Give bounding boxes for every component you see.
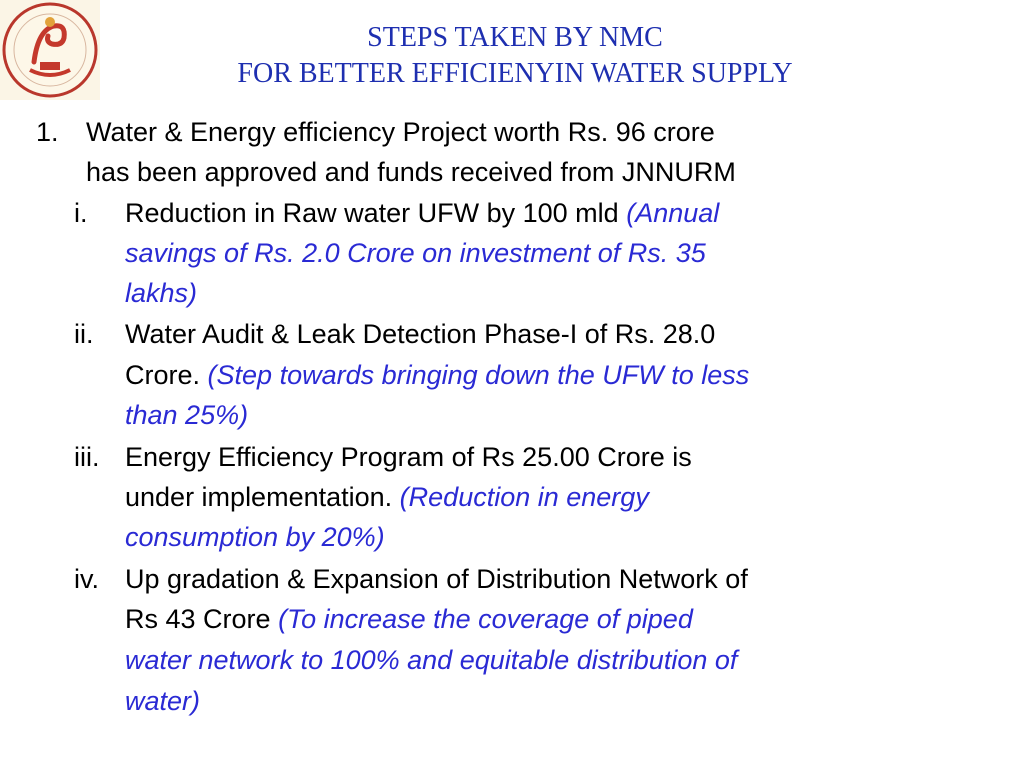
sub-item-main: Reduction in Raw water UFW by 100 mld: [125, 198, 619, 228]
sub-item-main: under implementation.: [125, 482, 393, 512]
item-line: Water & Energy efficiency Project worth …: [86, 117, 715, 147]
sub-item-main: Energy Efficiency Program of Rs 25.00 Cr…: [125, 442, 692, 472]
sub-item-number: iv.: [74, 564, 99, 594]
sub-item-number: iii.: [74, 442, 100, 472]
sub-item-line: under implementation. (Reduction in ener…: [125, 477, 649, 517]
sub-item-main: Up gradation & Expansion of Distribution…: [125, 564, 748, 594]
slide-title-line1: STEPS TAKEN BY NMC: [367, 22, 663, 53]
nmc-emblem-logo: [0, 0, 100, 100]
sub-item-note: water network to 100% and equitable dist…: [125, 645, 738, 675]
sub-item-note: (To increase the coverage of piped: [278, 604, 693, 634]
sub-item-note: (Reduction in energy: [399, 482, 649, 512]
item-number: 1.: [36, 117, 59, 147]
sub-item-number: ii.: [74, 319, 94, 349]
item-line: has been approved and funds received fro…: [86, 157, 736, 187]
sub-item-main: Crore.: [125, 360, 201, 390]
sub-item-note: (Step towards bringing down the UFW to l…: [207, 360, 750, 390]
sub-item-note: consumption by 20%): [125, 522, 385, 552]
sub-item-note: water): [125, 686, 201, 716]
sub-item-note: savings of Rs. 2.0 Crore on investment o…: [125, 238, 706, 268]
sub-item-main: Rs 43 Crore: [125, 604, 271, 634]
sub-item-main: Water Audit & Leak Detection Phase-I of …: [125, 319, 716, 349]
sub-item-line: Rs 43 Crore (To increase the coverage of…: [125, 599, 693, 639]
emblem-icon: [2, 2, 98, 98]
slide-title-line2: FOR BETTER EFFICIENYIN WATER SUPPLY: [237, 58, 793, 89]
sub-item-note: than 25%): [125, 400, 249, 430]
sub-item-note: lakhs): [125, 278, 198, 308]
sub-item-line: Reduction in Raw water UFW by 100 mld (A…: [125, 193, 719, 233]
sub-item-number: i.: [74, 198, 88, 228]
sub-item-line: Crore. (Step towards bringing down the U…: [125, 355, 749, 395]
sub-item-note: (Annual: [626, 198, 720, 228]
